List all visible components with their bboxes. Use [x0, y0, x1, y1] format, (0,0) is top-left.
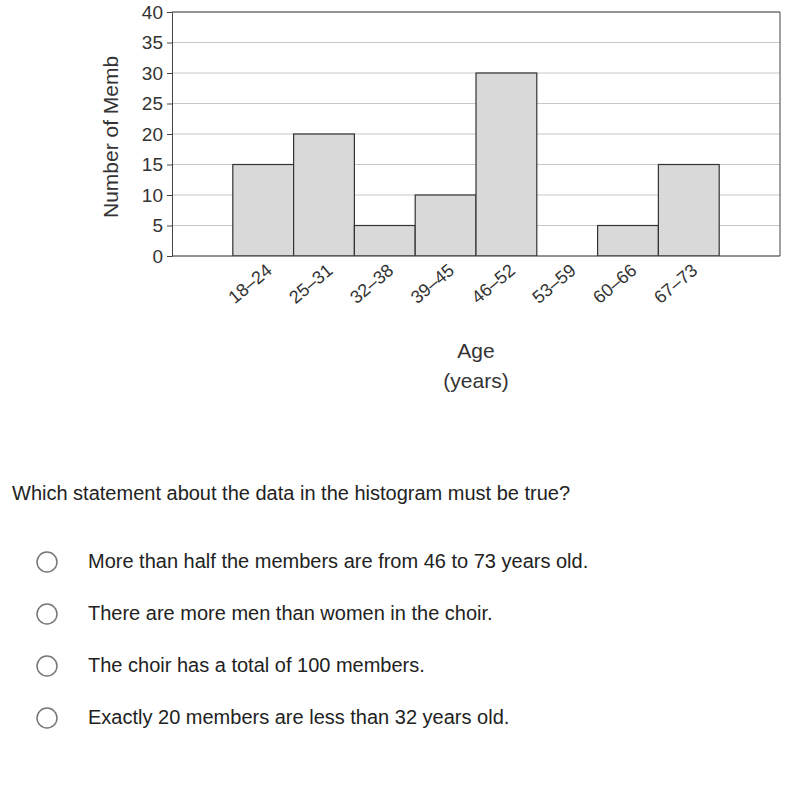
- bar: [233, 165, 294, 257]
- plot-frame: [172, 12, 780, 256]
- grid-line: [172, 42, 780, 43]
- y-tick-label: 15: [142, 154, 163, 175]
- question: Which statement about the data in the hi…: [12, 482, 570, 504]
- radio-button[interactable]: [37, 604, 57, 624]
- y-axis-line: [167, 13, 173, 257]
- page: 0 5 10 15 20 25 30 35 40 18–2425–3132–3839–4546–5…: [0, 0, 800, 801]
- y-tick-label: 0: [152, 246, 163, 267]
- y-tick-mark: [167, 226, 172, 227]
- option-text: Exactly 20 members are less than 32 year…: [88, 706, 509, 728]
- x-axis-title-line: (years): [443, 369, 508, 392]
- y-tick-mark: [167, 256, 172, 257]
- option-text: There are more men than women in the cho…: [88, 602, 493, 624]
- x-tick: 18–24: [224, 256, 275, 308]
- y-tick-mark: [167, 12, 172, 13]
- x-tick: 53–59: [528, 256, 579, 308]
- bar: [415, 195, 476, 256]
- x-axis: 18–2425–3132–3839–4546–5253–5960–6667–73: [172, 256, 780, 308]
- x-axis-line: [172, 256, 780, 257]
- radio-button[interactable]: [37, 708, 57, 728]
- y-tick: 15: [142, 154, 172, 175]
- x-axis-title-line: Age: [457, 339, 494, 362]
- y-tick: 35: [142, 32, 172, 53]
- x-tick-label: 25–31: [285, 260, 336, 308]
- y-tick-label: 20: [142, 124, 163, 145]
- x-tick-label: 60–66: [589, 260, 640, 308]
- y-tick-label: 30: [142, 63, 163, 84]
- bar: [294, 134, 355, 256]
- y-axis: 0 5 10 15 20 25 30 35 40: [142, 2, 173, 267]
- y-tick-label: 5: [152, 215, 163, 236]
- x-axis-title: Age (years): [443, 339, 508, 392]
- grid: [172, 12, 780, 256]
- bar: [354, 226, 415, 257]
- grid-line: [172, 256, 780, 257]
- x-tick-label: 39–45: [407, 260, 458, 308]
- radio-button[interactable]: [37, 552, 57, 572]
- y-tick-mark: [167, 43, 172, 44]
- x-tick-label: 46–52: [468, 260, 519, 308]
- x-tick-label: 32–38: [346, 260, 397, 308]
- bar: [598, 226, 659, 257]
- y-axis-title: Number of Memb: [99, 56, 122, 218]
- x-tick: 39–45: [407, 256, 458, 308]
- y-tick-label: 10: [142, 185, 163, 206]
- x-tick-label: 18–24: [224, 260, 275, 308]
- option-text: The choir has a total of 100 members.: [88, 654, 425, 676]
- bar: [658, 165, 719, 257]
- y-tick-mark: [167, 195, 172, 196]
- x-tick: 32–38: [346, 256, 397, 308]
- option-text: More than half the members are from 46 t…: [88, 550, 588, 572]
- y-tick: 5: [152, 215, 172, 236]
- bar: [476, 73, 537, 256]
- y-tick: 30: [142, 63, 172, 84]
- x-tick: 46–52: [468, 256, 519, 308]
- y-tick: 10: [142, 185, 172, 206]
- bars: [233, 73, 719, 256]
- y-tick-mark: [167, 104, 172, 105]
- y-tick-label: 25: [142, 93, 163, 114]
- y-tick: 40: [142, 2, 172, 23]
- x-tick-label: 53–59: [528, 260, 579, 308]
- x-tick: 60–66: [589, 256, 640, 308]
- y-tick-mark: [167, 73, 172, 74]
- y-tick: 0: [152, 246, 172, 267]
- x-tick: 67–73: [650, 256, 701, 308]
- radio-button[interactable]: [37, 656, 57, 676]
- y-tick-mark: [167, 134, 172, 135]
- y-tick: 25: [142, 93, 172, 114]
- x-tick: 25–31: [285, 256, 336, 308]
- y-tick: 20: [142, 124, 172, 145]
- y-tick-mark: [167, 165, 172, 166]
- y-tick-label: 40: [142, 2, 163, 23]
- x-tick-label: 67–73: [650, 260, 701, 308]
- y-tick-label: 35: [142, 32, 163, 53]
